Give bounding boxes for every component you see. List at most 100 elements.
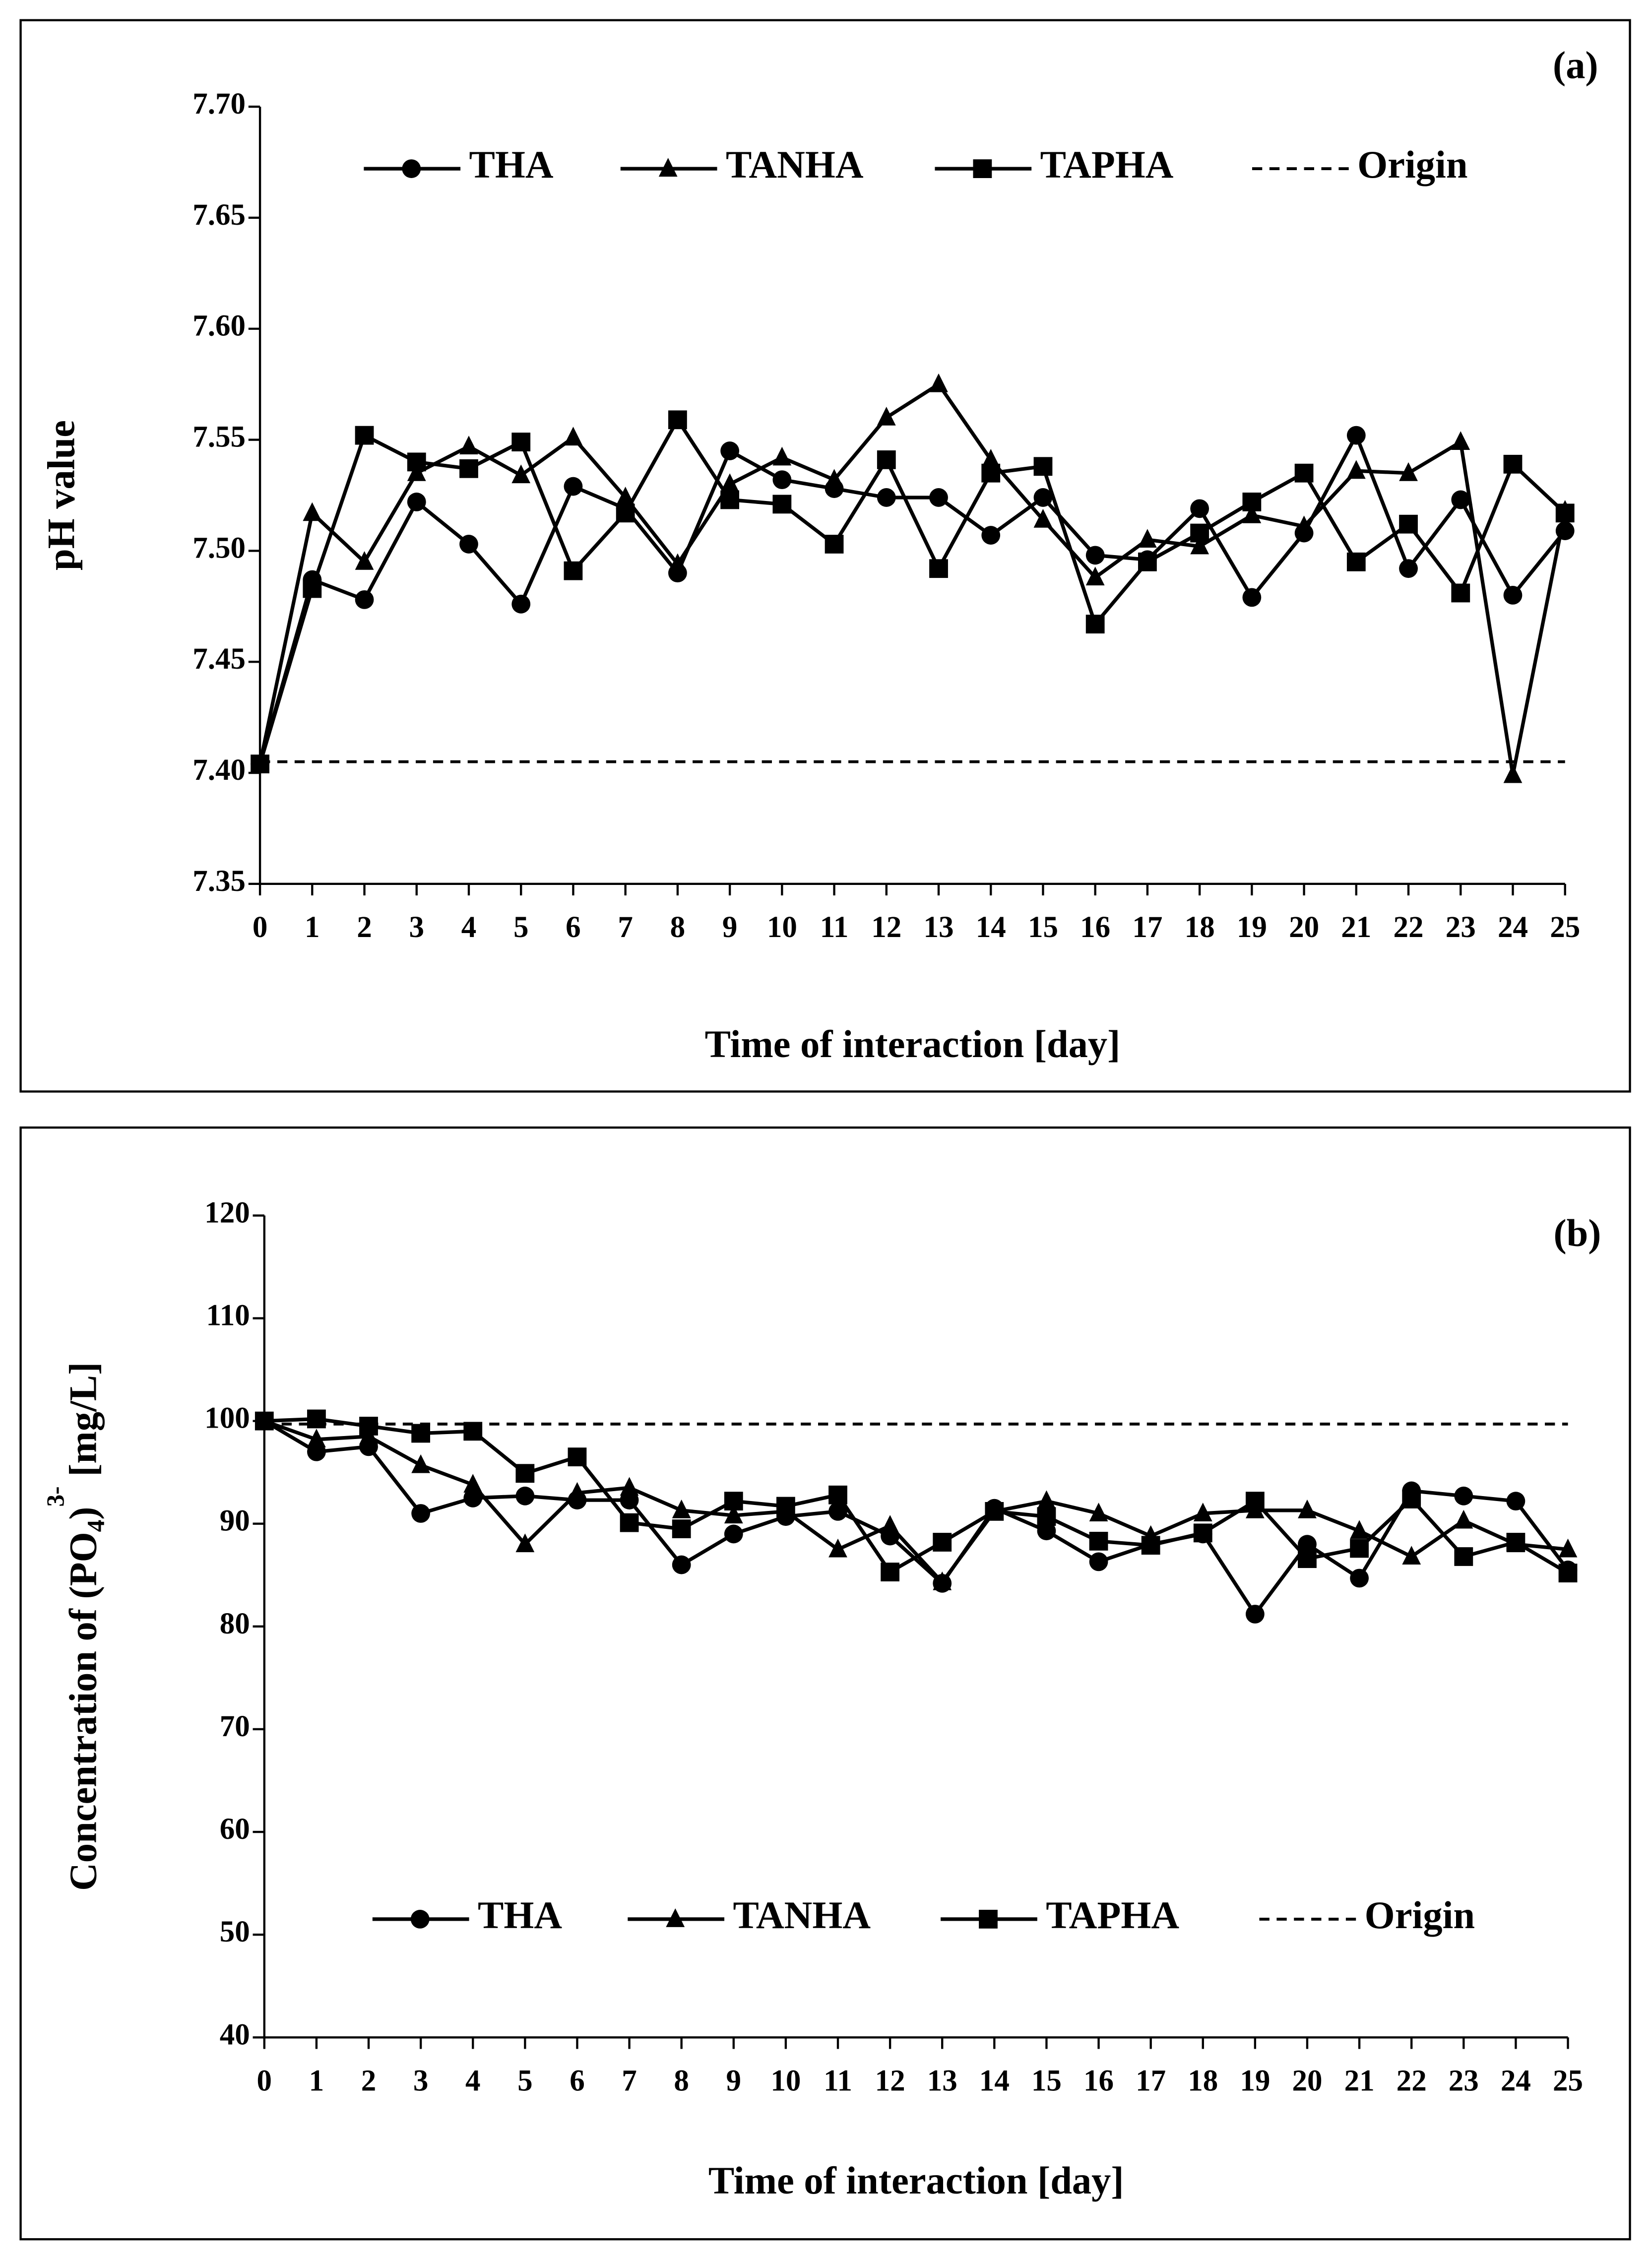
x-tick-label: 14	[979, 2064, 1010, 2097]
y-tick-label: 70	[220, 1710, 250, 1743]
y-tick-label: 7.70	[192, 87, 246, 121]
legend-label: THA	[469, 143, 554, 186]
x-tick-label: 14	[976, 911, 1006, 944]
data-point	[1033, 457, 1053, 476]
y-axis-title-part: Concentration of (PO	[61, 1532, 104, 1891]
x-tick-label: 17	[1132, 911, 1162, 944]
legend-marker	[666, 1908, 685, 1927]
data-point	[407, 452, 426, 472]
data-point	[1454, 1547, 1473, 1566]
data-point	[564, 561, 583, 580]
data-point	[407, 462, 426, 481]
data-point	[411, 1454, 431, 1473]
data-point	[568, 1447, 587, 1467]
data-point	[1350, 1520, 1369, 1539]
data-point	[1399, 462, 1418, 481]
data-point	[1399, 559, 1418, 578]
data-point	[303, 579, 322, 598]
data-point	[564, 477, 583, 496]
legend-label: TAPHA	[1040, 143, 1174, 186]
data-point	[620, 1477, 639, 1496]
data-point	[1298, 1549, 1317, 1568]
panel-frame	[19, 19, 1631, 1093]
data-point	[1085, 546, 1105, 565]
data-point	[1555, 503, 1575, 523]
x-tick-label: 18	[1188, 2064, 1218, 2097]
series-line	[258, 431, 1567, 765]
y-axis-title-part: [mg/L]	[61, 1362, 104, 1487]
x-tick-label: 8	[674, 2064, 689, 2097]
data-point	[1190, 523, 1209, 543]
data-point	[1089, 1503, 1108, 1522]
x-tick-label: 5	[517, 2064, 533, 2097]
data-point	[1242, 493, 1262, 511]
y-axis-title-part: )	[61, 1507, 104, 1520]
data-point	[511, 594, 531, 614]
data-point	[1558, 1538, 1578, 1558]
data-point	[616, 503, 635, 523]
x-tick-label: 20	[1292, 2064, 1322, 2097]
x-tick-label: 0	[257, 2064, 272, 2097]
x-tick-label: 22	[1397, 2064, 1427, 2097]
data-point	[251, 754, 269, 774]
data-point	[929, 559, 948, 578]
legend-marker	[973, 159, 992, 178]
data-point	[254, 1411, 274, 1431]
y-tick-label: 60	[220, 1813, 250, 1846]
data-point	[1346, 426, 1366, 445]
x-axis-title: Time of interaction [day]	[708, 2159, 1124, 2202]
series-line	[263, 1419, 1570, 1618]
y-axis-title-part: 4	[82, 1520, 110, 1532]
data-point	[1138, 529, 1157, 548]
data-point	[355, 590, 374, 609]
x-tick-label: 20	[1289, 911, 1319, 944]
data-point	[772, 495, 792, 514]
data-point	[303, 502, 322, 521]
data-point	[1451, 583, 1470, 603]
legend-marker	[658, 158, 678, 177]
x-tick-label: 0	[253, 911, 268, 944]
data-point	[1451, 490, 1470, 509]
data-point	[1503, 454, 1523, 474]
data-point	[1503, 586, 1523, 605]
data-point	[1402, 1546, 1421, 1565]
data-point	[981, 526, 1001, 545]
data-point	[881, 1563, 900, 1581]
legend-marker	[410, 1910, 430, 1929]
x-tick-label: 23	[1449, 2064, 1479, 2097]
data-point	[1242, 504, 1262, 523]
data-point	[720, 490, 740, 509]
x-tick-label: 2	[357, 911, 372, 944]
data-point	[672, 1500, 691, 1518]
y-axis-title-part: pH value	[40, 420, 83, 570]
panel-label: (a)	[1553, 44, 1598, 87]
data-point	[929, 488, 948, 507]
data-point	[724, 1492, 743, 1511]
data-point	[1190, 499, 1209, 518]
data-point	[720, 473, 740, 493]
data-point	[881, 1515, 900, 1534]
data-point	[1089, 1552, 1108, 1571]
legend-label: THA	[478, 1893, 562, 1937]
x-tick-label: 15	[1028, 911, 1058, 944]
data-point	[1193, 1523, 1212, 1543]
data-point	[1085, 566, 1105, 586]
y-tick-label: 110	[206, 1299, 250, 1332]
data-point	[511, 464, 531, 484]
x-tick-label: 21	[1341, 911, 1371, 944]
data-point	[1138, 552, 1157, 571]
y-tick-label: 7.50	[192, 531, 246, 564]
x-tick-label: 3	[409, 911, 425, 944]
x-tick-label: 12	[875, 2064, 905, 2097]
x-tick-label: 1	[309, 2064, 324, 2097]
y-tick-label: 7.40	[192, 753, 246, 787]
data-point	[511, 433, 531, 451]
data-point	[672, 1555, 691, 1574]
data-point	[1454, 1509, 1473, 1529]
x-tick-label: 19	[1237, 911, 1267, 944]
data-point	[359, 1417, 378, 1436]
data-point	[1037, 1521, 1056, 1541]
data-point	[933, 1533, 952, 1552]
y-axis-title-part: 3-	[42, 1486, 69, 1506]
data-point	[1294, 515, 1314, 535]
